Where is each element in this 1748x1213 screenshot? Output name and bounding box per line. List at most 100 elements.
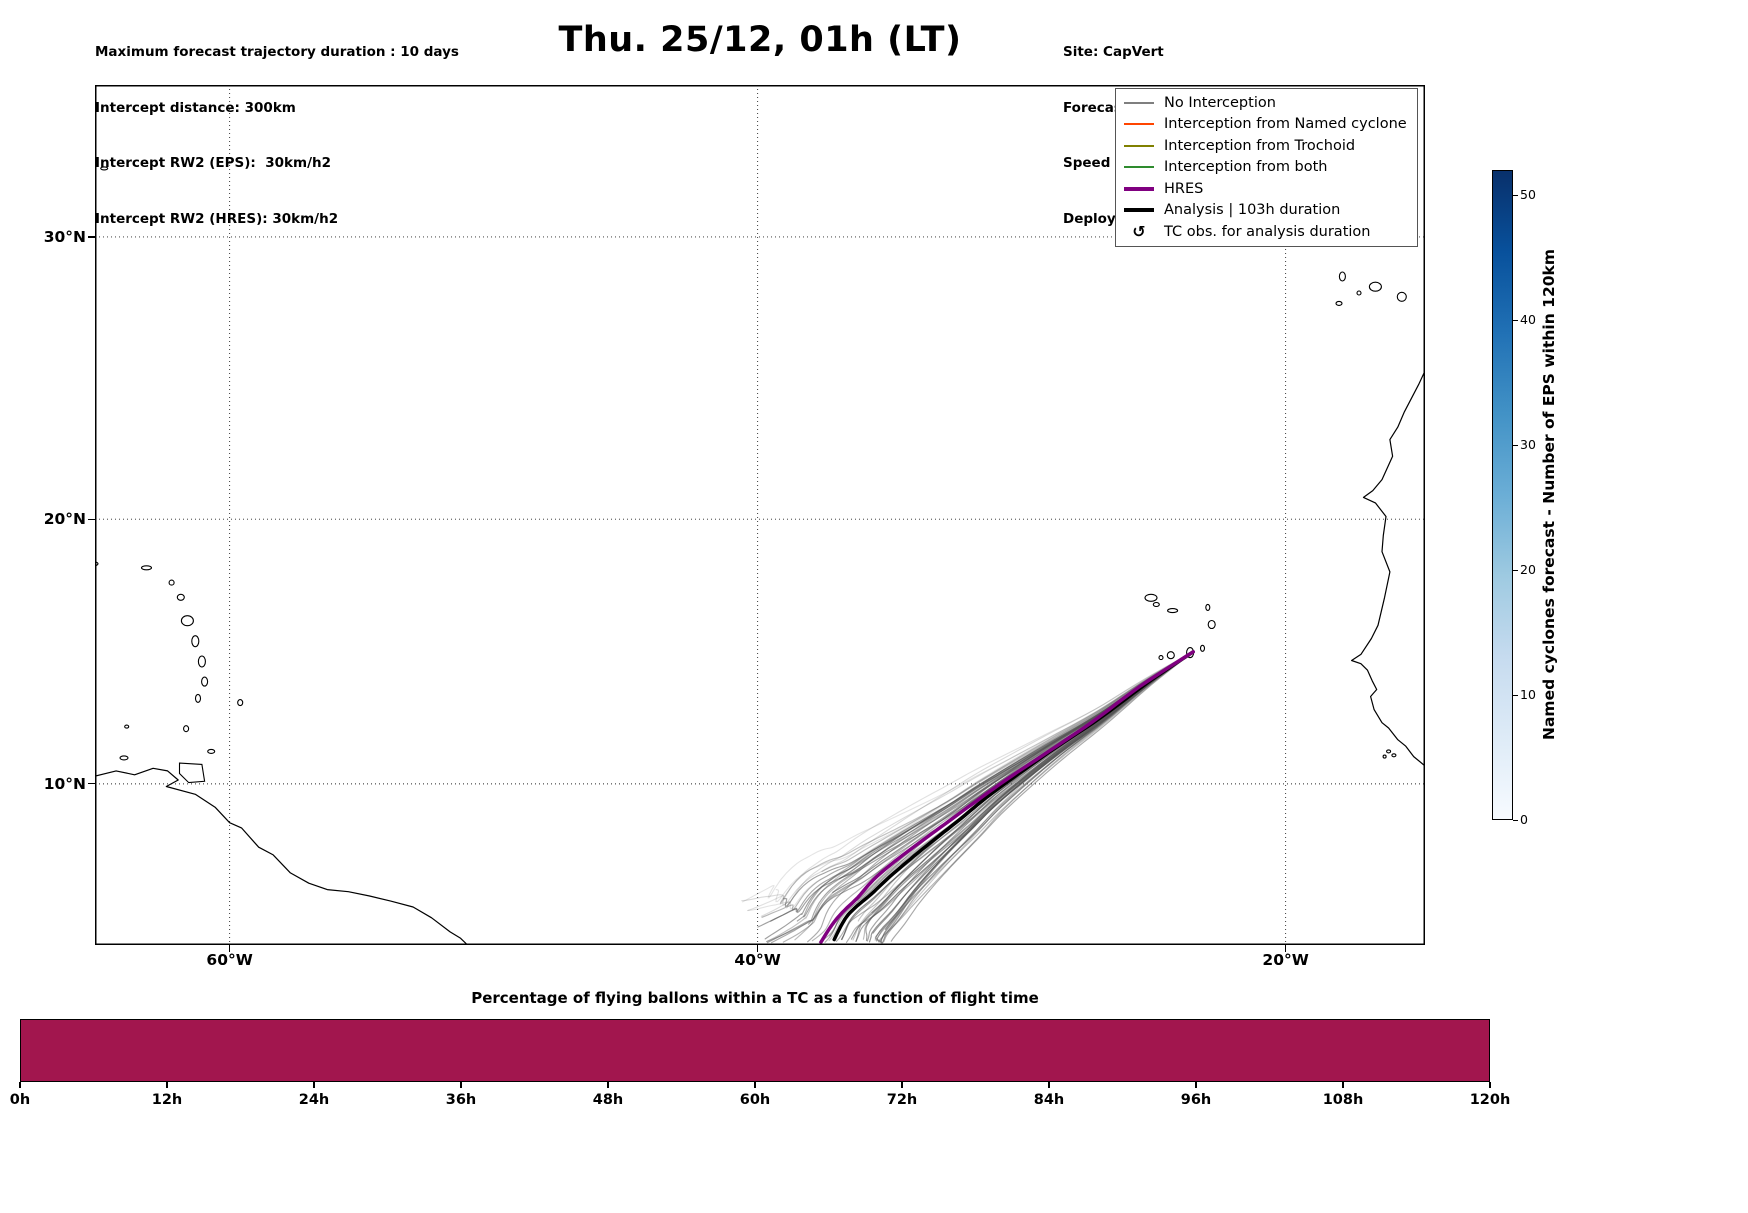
flight-time-tick-mark bbox=[1195, 1082, 1197, 1088]
colorbar-tick-label: 30 bbox=[1520, 437, 1536, 452]
eps-trajectory bbox=[855, 651, 1194, 942]
eps-trajectory bbox=[747, 651, 1194, 912]
flight-time-tick-label: 120h bbox=[1469, 1092, 1511, 1108]
hres-trajectory bbox=[819, 650, 1195, 944]
island bbox=[1167, 608, 1179, 614]
island bbox=[1356, 290, 1362, 296]
eps-trajectory bbox=[875, 651, 1194, 942]
island bbox=[1396, 291, 1407, 302]
flight-time-tick-mark bbox=[166, 1082, 168, 1088]
colorbar-tick-mark bbox=[1513, 819, 1518, 821]
flight-time-tick-label: 84h bbox=[1033, 1092, 1065, 1108]
island bbox=[119, 755, 129, 761]
island bbox=[1144, 593, 1158, 602]
eps-trajectory bbox=[880, 651, 1194, 944]
page-title: Thu. 25/12, 01h (LT) bbox=[558, 20, 962, 60]
legend-item: HRES bbox=[1124, 178, 1409, 200]
lon-tick-label: 20°W bbox=[1262, 951, 1309, 969]
legend-item-label: TC obs. for analysis duration bbox=[1164, 223, 1371, 240]
eps-trajectory bbox=[890, 651, 1194, 942]
island bbox=[194, 693, 202, 703]
map-legend: No Interception Interception from Named c… bbox=[1115, 88, 1418, 247]
flight-time-tick-mark bbox=[1048, 1082, 1050, 1088]
lat-tick-label: 20°N bbox=[43, 510, 86, 529]
island bbox=[124, 724, 130, 729]
legend-line-swatch bbox=[1124, 208, 1154, 213]
island bbox=[1368, 281, 1382, 292]
eps-trajectory bbox=[868, 651, 1194, 943]
island bbox=[1386, 749, 1392, 754]
legend-item: Interception from Trochoid bbox=[1124, 135, 1409, 157]
param-max-duration: Maximum forecast trajectory duration : 1… bbox=[95, 44, 459, 60]
bottom-chart-title: Percentage of flying ballons within a TC… bbox=[471, 989, 1039, 1007]
colorbar-gradient bbox=[1492, 170, 1513, 820]
legend-item: No Interception bbox=[1124, 92, 1409, 114]
legend-item-label: Analysis | 103h duration bbox=[1164, 202, 1341, 219]
flight-time-tick-label: 48h bbox=[592, 1092, 624, 1108]
island bbox=[197, 655, 206, 668]
legend-item-label: HRES bbox=[1164, 180, 1204, 197]
eps-trajectory bbox=[883, 651, 1194, 943]
legend-item: Analysis | 103h duration bbox=[1124, 200, 1409, 222]
island bbox=[1207, 619, 1216, 630]
eps-trajectory bbox=[882, 651, 1194, 944]
lat-tick-label: 10°N bbox=[43, 774, 86, 793]
flight-time-tick-label: 108h bbox=[1322, 1092, 1364, 1108]
run-parameters: Maximum forecast trajectory duration : 1… bbox=[95, 6, 459, 265]
flight-time-tick-label: 12h bbox=[151, 1092, 183, 1108]
colorbar-tick-label: 10 bbox=[1520, 687, 1536, 702]
flight-time-tick-label: 0h bbox=[9, 1092, 31, 1108]
eps-trajectory bbox=[866, 651, 1194, 942]
tc-percentage-bar bbox=[20, 1019, 1490, 1082]
eps-trajectory bbox=[876, 651, 1194, 943]
flight-time-tick-label: 24h bbox=[298, 1092, 330, 1108]
eps-trajectory bbox=[741, 651, 1194, 906]
island bbox=[176, 593, 185, 601]
island bbox=[1152, 601, 1160, 608]
flight-time-tick-mark bbox=[460, 1082, 462, 1088]
colorbar-tick-mark bbox=[1513, 319, 1518, 321]
eps-trajectory bbox=[760, 651, 1194, 917]
trajectory-map: No Interception Interception from Named c… bbox=[95, 85, 1425, 945]
south-america-coastline bbox=[95, 767, 469, 945]
legend-item-label: No Interception bbox=[1164, 94, 1276, 111]
eps-trajectory bbox=[835, 651, 1194, 942]
eps-trajectory bbox=[783, 651, 1194, 908]
island bbox=[1382, 754, 1387, 759]
island bbox=[1335, 300, 1343, 306]
lon-tick-mark bbox=[757, 945, 759, 952]
lon-tick-mark bbox=[229, 945, 231, 952]
lat-tick-mark bbox=[88, 236, 95, 238]
eps-trajectory bbox=[742, 651, 1194, 903]
flight-time-tick-mark bbox=[1342, 1082, 1344, 1088]
param-intercept-rw2-eps: Intercept RW2 (EPS): 30km/h2 bbox=[95, 155, 331, 171]
eps-trajectory bbox=[855, 651, 1194, 942]
island bbox=[168, 579, 175, 586]
flight-time-tick-mark bbox=[901, 1082, 903, 1088]
colorbar-tick-mark bbox=[1513, 194, 1518, 196]
legend-item-label: Interception from Trochoid bbox=[1164, 137, 1356, 154]
island bbox=[201, 676, 209, 687]
legend-item: Interception from Named cyclone bbox=[1124, 114, 1409, 136]
lat-tick-mark bbox=[88, 518, 95, 520]
map-canvas bbox=[95, 85, 1425, 945]
legend-line-swatch bbox=[1124, 166, 1154, 169]
lon-tick-label: 40°W bbox=[734, 951, 781, 969]
colorbar-tick-mark bbox=[1513, 569, 1518, 571]
colorbar-tick-mark bbox=[1513, 444, 1518, 446]
colorbar-tick-label: 0 bbox=[1520, 812, 1528, 827]
lon-tick-mark bbox=[1285, 945, 1287, 952]
colorbar-tick-label: 20 bbox=[1520, 562, 1536, 577]
eps-trajectory bbox=[821, 651, 1194, 873]
flight-time-tick-label: 96h bbox=[1180, 1092, 1212, 1108]
island bbox=[1166, 651, 1175, 660]
island bbox=[180, 615, 194, 627]
flight-time-tick-label: 36h bbox=[445, 1092, 477, 1108]
flight-time-tick-label: 60h bbox=[739, 1092, 771, 1108]
colorbar-label: Named cyclones forecast - Number of EPS … bbox=[1540, 249, 1558, 741]
island bbox=[237, 699, 244, 707]
flight-time-tick-mark bbox=[1489, 1082, 1491, 1088]
eps-trajectory bbox=[872, 651, 1194, 934]
legend-line-swatch bbox=[1124, 101, 1154, 104]
